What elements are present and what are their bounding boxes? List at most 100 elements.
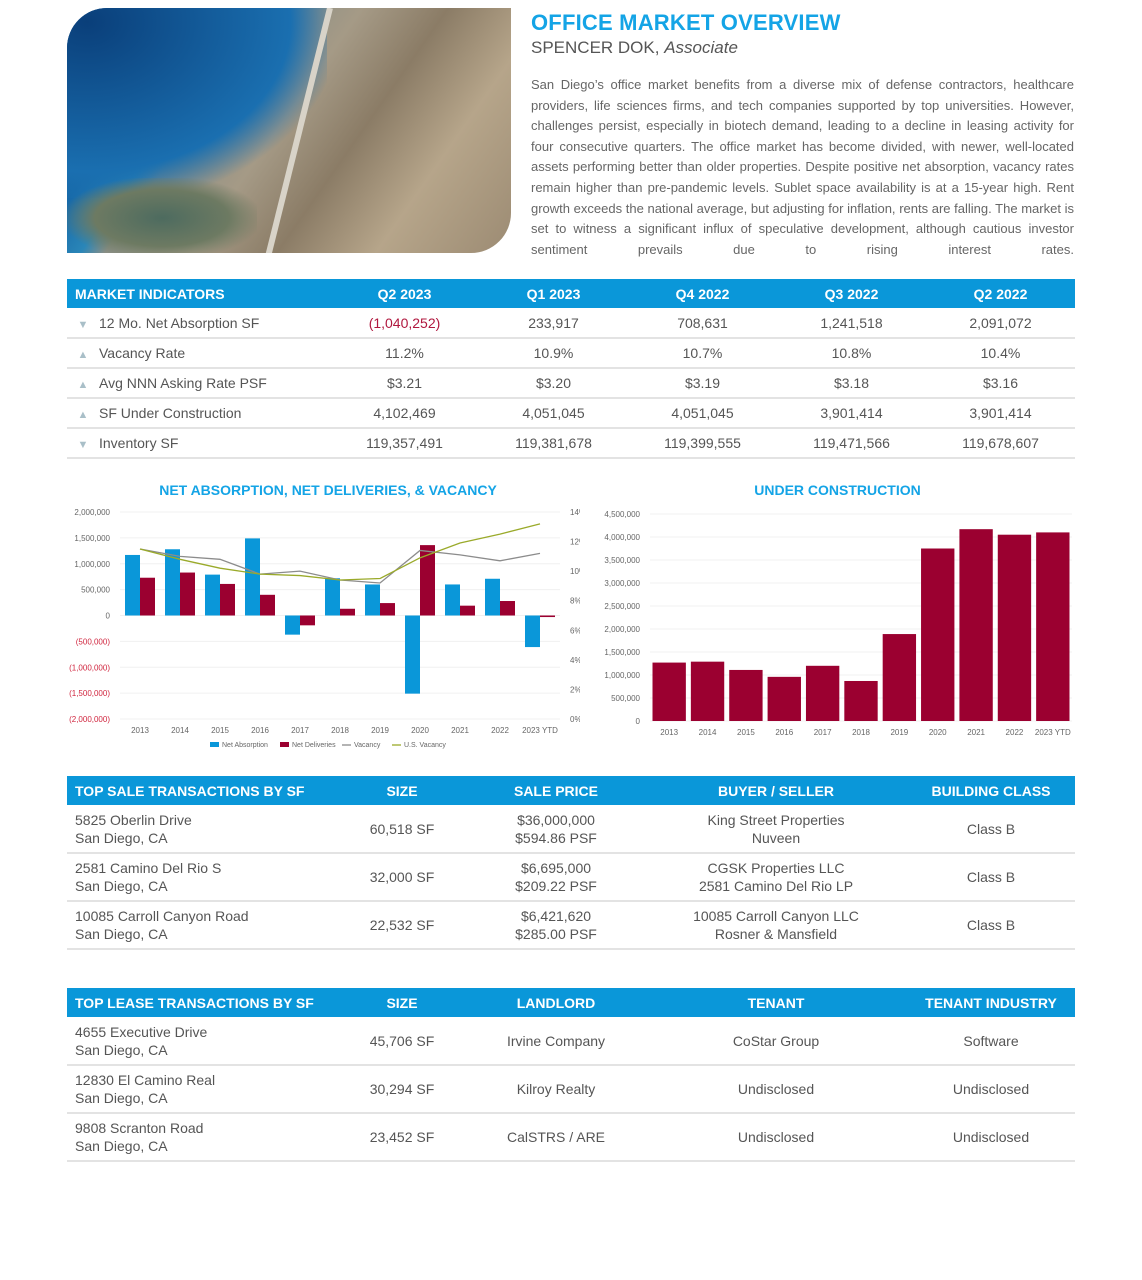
indicator-value: $3.19	[628, 368, 777, 399]
column-header: LANDLORD	[467, 988, 645, 1017]
column-header: SALE PRICE	[467, 776, 645, 805]
x-tick-label: 2022	[1006, 728, 1024, 737]
industry-cell: Undisclosed	[907, 1065, 1075, 1114]
net-absorption-bar	[445, 584, 460, 616]
net-deliveries-bar	[220, 583, 235, 616]
table-row: 2581 Camino Del Rio S San Diego, CA 32,000…	[67, 853, 1075, 902]
indicator-label: Inventory SF	[99, 435, 179, 451]
indicator-value: 4,051,045	[479, 398, 628, 429]
party-line2: Rosner & Mansfield	[714, 926, 838, 942]
indicator-value: $3.20	[479, 368, 628, 399]
y-tick-label: 1,500,000	[604, 648, 640, 657]
y-tick-label: (1,500,000)	[69, 689, 110, 698]
address-cell: 5825 Oberlin Drive San Diego, CA	[67, 805, 337, 854]
industry-cell: Undisclosed	[907, 1113, 1075, 1162]
net-deliveries-bar	[500, 601, 515, 616]
landlord-cell: Kilroy Realty	[467, 1065, 645, 1114]
indicator-label-cell: ▼ 12 Mo. Net Absorption SF	[67, 308, 330, 339]
address-line2: San Diego, CA	[75, 1090, 168, 1106]
y-tick-label: 500,000	[81, 586, 110, 595]
x-tick-label: 2019	[371, 726, 389, 735]
table-header-row: TOP LEASE TRANSACTIONS BY SF SIZE LANDLO…	[67, 988, 1075, 1017]
price-line2: $285.00 PSF	[515, 926, 597, 942]
column-header: TENANT INDUSTRY	[907, 988, 1075, 1017]
legend-label: U.S. Vacancy	[404, 742, 446, 749]
table-row: ▲ Avg NNN Asking Rate PSF $3.21 $3.20 $3.19 $…	[67, 368, 1075, 399]
column-header: Q2 2022	[926, 279, 1075, 308]
table-row: ▼ Inventory SF 119,357,491 119,381,678 119,3…	[67, 428, 1075, 459]
table-row: 4655 Executive Drive San Diego, CA 45,706 …	[67, 1017, 1075, 1066]
y-tick-label: 2,500,000	[604, 602, 640, 611]
y-tick-label: 0	[636, 717, 641, 726]
price-line2: $594.86 PSF	[515, 829, 597, 846]
net-deliveries-bar	[380, 603, 395, 616]
trend-up-icon: ▲	[77, 409, 89, 421]
x-tick-label: 2014	[171, 726, 189, 735]
net-deliveries-bar	[180, 572, 195, 616]
indicator-value: 3,901,414	[777, 398, 926, 429]
table-row: 9808 Scranton Road San Diego, CA 23,452 SF…	[67, 1113, 1075, 1162]
indicator-value: 4,102,469	[330, 398, 479, 429]
indicator-value: 119,399,555	[628, 428, 777, 459]
net-deliveries-bar	[260, 594, 275, 616]
net-absorption-bar	[365, 584, 380, 616]
indicator-label: Vacancy Rate	[99, 345, 186, 361]
trend-down-icon: ▼	[77, 439, 89, 451]
indicator-label-cell: ▲ Vacancy Rate	[67, 338, 330, 369]
under-construction-bar	[882, 634, 917, 721]
net-deliveries-bar	[340, 608, 355, 616]
party-line2: Nuveen	[751, 829, 801, 846]
y-tick-label: (2,000,000)	[69, 715, 110, 724]
x-tick-label: 2013	[660, 728, 678, 737]
x-tick-label: 2022	[491, 726, 509, 735]
y-tick-label: 1,500,000	[74, 534, 110, 543]
x-tick-label: 2016	[251, 726, 269, 735]
y-tick-label: 3,000,000	[604, 579, 640, 588]
legend-label: Net Absorption	[222, 742, 268, 749]
y-tick-label: 2,000,000	[74, 508, 110, 517]
price-cell: $36,000,000 $594.86 PSF	[467, 805, 645, 854]
price-cell: $6,421,620 $285.00 PSF	[467, 901, 645, 950]
table-row: ▲ Vacancy Rate 11.2% 10.9% 10.7% 10.8% 10.4%	[67, 338, 1075, 369]
net-absorption-bar	[325, 578, 340, 616]
table-row: ▼ 12 Mo. Net Absorption SF (1,040,252) 233,…	[67, 308, 1075, 339]
market-indicators-table: MARKET INDICATORS Q2 2023 Q1 2023 Q4 202…	[67, 279, 1075, 459]
y2-tick-label: 2%	[570, 685, 580, 694]
y-tick-label: 2,000,000	[604, 625, 640, 634]
trend-up-icon: ▲	[77, 349, 89, 361]
address-line1: 5825 Oberlin Drive	[75, 811, 192, 828]
y2-tick-label: 10%	[570, 567, 580, 576]
address-cell: 10085 Carroll Canyon Road San Diego, CA	[67, 901, 337, 950]
net-absorption-chart-title: NET ABSORPTION, NET DELIVERIES, & VACANC…	[159, 482, 497, 498]
party-line1: King Street Properties	[707, 811, 845, 828]
indicator-value: $3.21	[330, 368, 479, 399]
table-row: 5825 Oberlin Drive San Diego, CA 60,518 SF…	[67, 805, 1075, 854]
size-cell: 22,532 SF	[337, 901, 467, 950]
under-construction-bar	[729, 669, 763, 721]
tenant-cell: Undisclosed	[645, 1113, 907, 1162]
column-header: TOP SALE TRANSACTIONS BY SF	[67, 776, 337, 805]
indicator-label: 12 Mo. Net Absorption SF	[99, 314, 260, 331]
table-row: ▲ SF Under Construction 4,102,469 4,051,045…	[67, 398, 1075, 429]
author-role: Associate	[664, 38, 738, 57]
address-cell: 2581 Camino Del Rio S San Diego, CA	[67, 853, 337, 902]
net-absorption-bar	[405, 615, 420, 694]
size-cell: 45,706 SF	[337, 1017, 467, 1066]
trend-down-icon: ▼	[77, 318, 89, 331]
author-name: SPENCER DOK,	[531, 38, 660, 57]
indicator-value: 10.9%	[479, 338, 628, 369]
size-cell: 23,452 SF	[337, 1113, 467, 1162]
indicator-label-cell: ▼ Inventory SF	[67, 428, 330, 459]
y-tick-label: 500,000	[611, 694, 640, 703]
net-absorption-bar	[245, 538, 260, 616]
y2-tick-label: 8%	[570, 597, 580, 606]
address-line2: San Diego, CA	[75, 829, 168, 846]
y2-tick-label: 6%	[570, 626, 580, 635]
y-tick-label: 1,000,000	[74, 560, 110, 569]
table-header-row: TOP SALE TRANSACTIONS BY SF SIZE SALE PR…	[67, 776, 1075, 805]
under-construction-bar	[844, 680, 878, 721]
net-absorption-bar	[205, 574, 220, 616]
class-cell: Class B	[907, 853, 1075, 902]
legend-swatch	[210, 742, 219, 747]
size-cell: 60,518 SF	[337, 805, 467, 854]
